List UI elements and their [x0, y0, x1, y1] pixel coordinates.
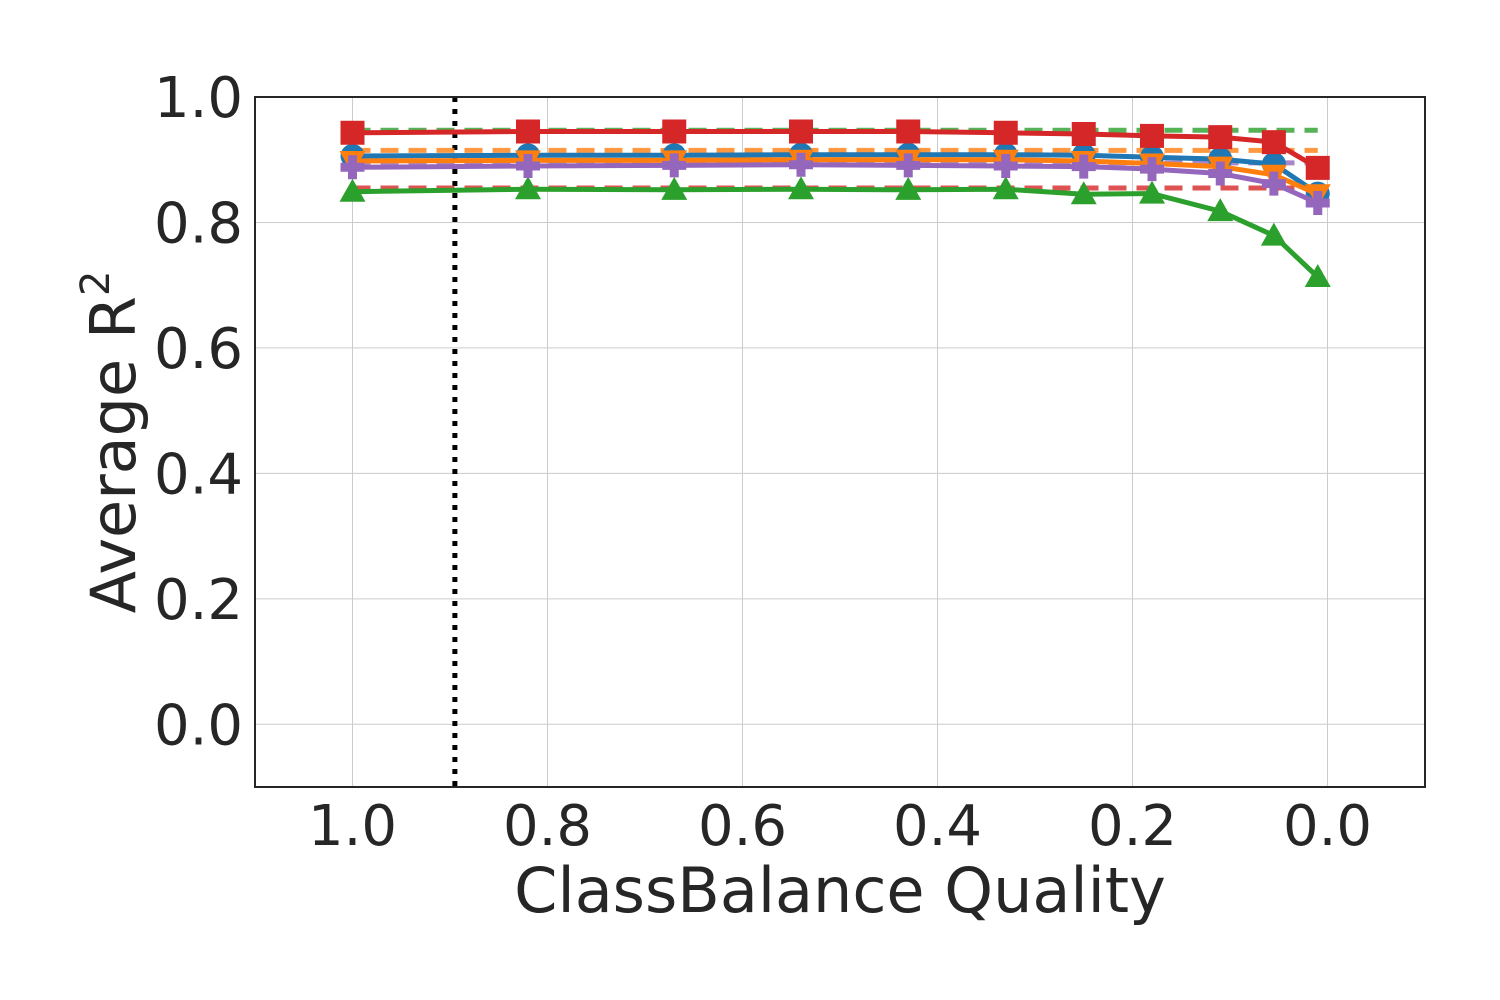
- data-point-triangle-up: [1139, 180, 1165, 204]
- data-point-triangle-up: [339, 178, 366, 202]
- data-point-triangle-up: [1207, 198, 1234, 222]
- plot-frame: [254, 96, 1426, 788]
- plot-area: [255, 97, 1425, 787]
- x-tick-label: 0.6: [698, 794, 787, 859]
- data-point-square: [1305, 155, 1330, 180]
- data-point-plus: [662, 153, 687, 178]
- data-point-square: [1261, 130, 1286, 155]
- x-tick-labels: 1.0 0.8 0.6 0.4 0.2 0.0: [308, 794, 1372, 859]
- data-point-triangle-up: [1260, 222, 1287, 246]
- y-tick-label: 0.0: [154, 693, 243, 758]
- data-point-square: [993, 120, 1018, 145]
- series-triangle-up: [339, 176, 1331, 288]
- data-point-plus: [1071, 154, 1096, 179]
- x-tick-label: 0.8: [503, 794, 592, 859]
- data-point-square: [1140, 123, 1164, 148]
- data-point-plus: [789, 152, 813, 177]
- data-point-square: [340, 120, 365, 145]
- data-point-triangle-up: [992, 176, 1019, 200]
- data-point-triangle-up: [895, 176, 922, 200]
- data-point-square: [516, 119, 540, 144]
- data-point-square: [1071, 122, 1096, 147]
- data-point-triangle-up: [788, 176, 814, 200]
- data-point-plus: [896, 153, 921, 178]
- series-square: [340, 119, 1330, 180]
- x-tick-label: 0.4: [893, 794, 982, 859]
- data-point-plus: [516, 154, 540, 178]
- data-point-triangle-up: [515, 176, 541, 200]
- data-point-plus: [1140, 157, 1164, 182]
- y-axis-label-superscript: 2: [73, 271, 119, 296]
- y-axis-label-text: Average R: [77, 296, 150, 613]
- x-tick-label: 0.0: [1283, 794, 1372, 859]
- data-point-square: [662, 119, 687, 144]
- data-point-plus: [1208, 161, 1233, 186]
- data-point-triangle-up: [661, 176, 688, 200]
- data-point-triangle-up: [1304, 264, 1331, 288]
- y-tick-label: 0.4: [154, 442, 243, 507]
- data-point-plus: [1261, 171, 1286, 196]
- data-point-plus: [340, 155, 365, 180]
- y-tick-label: 0.2: [154, 568, 243, 633]
- data-point-square: [896, 119, 921, 144]
- y-tick-label: 0.6: [154, 317, 243, 382]
- data-point-square: [1208, 125, 1233, 150]
- y-tick-labels: 0.0 0.2 0.4 0.6 0.8 1.0: [154, 66, 243, 758]
- data-point-plus: [993, 154, 1018, 178]
- x-tick-label: 1.0: [308, 794, 397, 859]
- x-axis-label: ClassBalance Quality: [514, 854, 1166, 927]
- data-point-square: [789, 119, 813, 144]
- x-tick-label: 0.2: [1088, 794, 1177, 859]
- series-layer: [339, 119, 1331, 288]
- series-plus: [340, 152, 1330, 216]
- y-axis-label: Average R2: [73, 271, 150, 614]
- data-point-triangle-up: [1070, 181, 1097, 205]
- y-tick-label: 0.8: [154, 191, 243, 256]
- y-tick-label: 1.0: [154, 66, 243, 131]
- data-point-plus: [1305, 191, 1330, 216]
